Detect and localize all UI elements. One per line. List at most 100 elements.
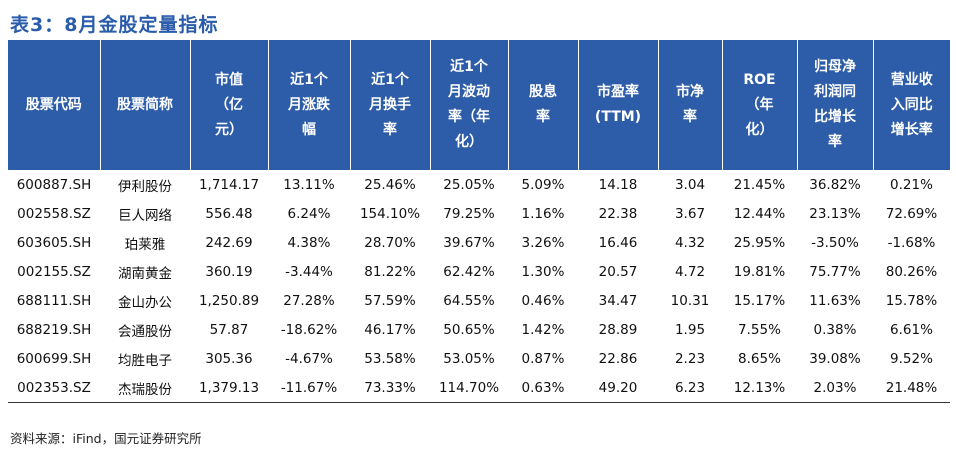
table-cell: 杰瑞股份 <box>100 373 190 403</box>
table-cell: 9.52% <box>890 350 933 367</box>
table-cell: 4.72 <box>674 263 706 280</box>
table-row: 002353.SZ 杰瑞股份 1,379.13 -11.67% 73.33% 114.70… <box>8 373 950 403</box>
table-cell: 600699.SH <box>16 350 92 367</box>
table-cell: 19.81% <box>733 263 786 280</box>
header-line: 市值 <box>215 71 243 88</box>
header-line: 率 <box>683 109 697 125</box>
header-line: （亿 <box>215 96 243 113</box>
table-cell: 62.42% <box>443 263 495 280</box>
table-body: 600887.SH 伊利股份 1,714.17 13.11% 25.46% 25.05% 5… <box>8 170 950 403</box>
table-cell: 34.47 <box>598 292 638 309</box>
table-row: 002558.SZ 巨人网络 556.48 6.24% 154.10% 79.25% 1.1… <box>8 199 950 228</box>
table-row: 603605.SH 珀莱雅 242.69 4.38% 28.70% 39.67% 3.26%… <box>8 228 950 257</box>
table-cell: 会通股份 <box>118 323 172 340</box>
table-cell: 0.38% <box>813 321 857 338</box>
table-cell: 21.45% <box>733 176 786 193</box>
table-row: 688111.SH 金山办公 1,250.89 27.28% 57.59% 64.55% 0… <box>8 286 950 315</box>
table-cell: 80.26% <box>885 263 938 280</box>
table-cell: 360.19 <box>205 263 253 280</box>
table-cell: 0.21% <box>890 176 933 193</box>
table-cell: 27.28% <box>283 292 335 309</box>
table-cell: -4.67% <box>285 350 333 367</box>
table-cell: 002353.SZ <box>8 373 100 403</box>
header-cell: 股票代码 <box>8 40 100 170</box>
table: 股票代码 股票简称 市值 （亿 元） 近1个 月涨跌幅近1个 月换手率近1个 月波动 率（年 化）股… <box>8 40 950 403</box>
table-cell: -1.68% <box>887 234 936 251</box>
table-cell: 13.11% <box>283 176 335 193</box>
table-cell: 688219.SH <box>16 321 92 338</box>
table-cell: 6.24% <box>287 205 331 222</box>
table-cell: 金山办公 <box>118 294 172 311</box>
header-line: (TTM) <box>594 109 642 125</box>
table-cell: 79.25% <box>443 205 495 222</box>
header-line: 率 <box>536 109 550 125</box>
header-line: 月涨跌 <box>288 96 330 113</box>
table-cell: 25.46% <box>364 176 416 193</box>
table-cell: 14.18 <box>598 176 638 193</box>
table-cell: 16.46 <box>598 234 638 251</box>
header-cell: 归母净 利润同 比增长率 <box>796 40 873 170</box>
table-cell: 2.03% <box>797 373 873 403</box>
table-cell: 002155.SZ <box>17 263 91 280</box>
header-line: 归母净 <box>814 59 856 75</box>
header-line: 月换手 <box>369 96 411 113</box>
table-cell: 1.30% <box>521 263 565 280</box>
table-cell: 3.26% <box>521 234 565 251</box>
table-cell: -3.50% <box>811 234 859 251</box>
table-cell: 巨人网络 <box>118 207 172 224</box>
header-line: 近1个 <box>371 71 409 88</box>
table-cell: 1.95 <box>674 321 706 338</box>
table-row: 600699.SH 均胜电子 305.36 -4.67% 53.58% 53.05% 0.8… <box>8 344 950 373</box>
table-cell: 湖南黄金 <box>118 265 172 282</box>
table-cell: 0.63% <box>508 373 578 403</box>
header-line: 化） <box>455 134 483 150</box>
table-cell: 242.69 <box>205 234 253 251</box>
table-cell: 均胜电子 <box>118 352 172 369</box>
table-cell: 603605.SH <box>16 234 92 251</box>
table-cell: 002558.SZ <box>17 205 91 222</box>
table-cell: 600887.SH <box>16 176 92 193</box>
header-line: （年 <box>745 96 774 113</box>
source-note: 资料来源：iFind，国元证券研究所 <box>10 431 202 446</box>
header-line: 利润同 <box>814 84 856 100</box>
table-cell: 49.20 <box>578 373 658 403</box>
table-cell: 8.65% <box>738 350 781 367</box>
table-cell: 57.87 <box>209 321 249 338</box>
header-cell: ROE （年 化） <box>721 40 797 170</box>
table-cell: 2.23 <box>674 350 706 367</box>
header-cell: 近1个 月换手率 <box>349 40 430 170</box>
table-cell: 5.09% <box>521 176 565 193</box>
table-cell: 1,250.89 <box>198 292 260 309</box>
table-cell: 154.10% <box>359 205 421 222</box>
table-cell: 73.33% <box>350 373 430 403</box>
title: 表3：8月金股定量指标 <box>10 14 219 36</box>
table-row: 688219.SH 会通股份 57.87 -18.62% 46.17% 50.65% 1.4… <box>8 315 950 344</box>
header-line: 率（年 <box>448 109 490 125</box>
header-line: 股票简称 <box>117 96 173 113</box>
table-cell: 36.82% <box>809 176 861 193</box>
header-line: 元） <box>215 121 243 138</box>
table-cell: 305.36 <box>205 350 253 367</box>
table-cell: 6.23 <box>658 373 722 403</box>
header-cell: 营业收 入同比 增长率 <box>872 40 950 170</box>
table-cell: 11.63% <box>809 292 861 309</box>
header-cell: 近1个 月波动 率（年 化） <box>429 40 508 170</box>
table-cell: 28.70% <box>364 234 416 251</box>
table-cell: 72.69% <box>885 205 938 222</box>
table-cell: 64.55% <box>443 292 495 309</box>
table-cell: 46.17% <box>364 321 416 338</box>
header-line: 幅 <box>302 121 316 138</box>
table-cell: -11.67% <box>268 373 350 403</box>
table-cell: 39.67% <box>443 234 495 251</box>
table-cell: 81.22% <box>364 263 416 280</box>
table-row: 600887.SH 伊利股份 1,714.17 13.11% 25.46% 25.05% 5… <box>8 170 950 199</box>
table-cell: 50.65% <box>443 321 495 338</box>
table-cell: 57.59% <box>364 292 416 309</box>
table-cell: 1,714.17 <box>198 176 260 193</box>
header-line: 市盈率 <box>597 84 639 100</box>
table-cell: 21.48% <box>873 373 950 403</box>
table-cell: 1.42% <box>521 321 565 338</box>
header-line: 率 <box>828 134 842 150</box>
header-line: 近1个 <box>290 71 328 88</box>
